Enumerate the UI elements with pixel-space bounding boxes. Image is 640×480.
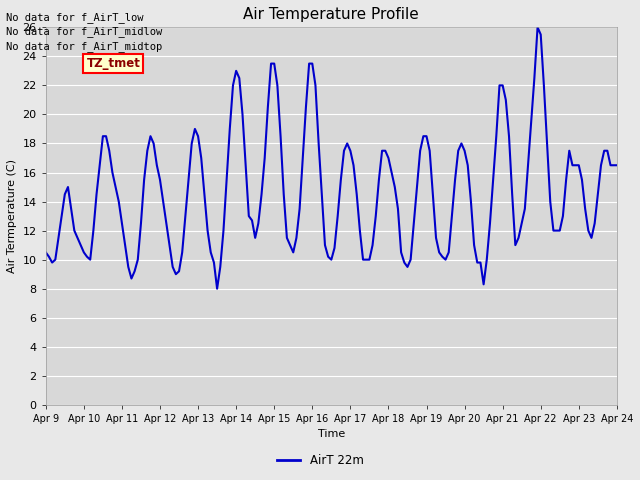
Title: Air Temperature Profile: Air Temperature Profile — [243, 7, 419, 22]
Text: No data for f_AirT_midtop: No data for f_AirT_midtop — [6, 41, 163, 52]
Y-axis label: Air Termperature (C): Air Termperature (C) — [7, 159, 17, 273]
Legend: AirT 22m: AirT 22m — [272, 449, 368, 472]
Text: TZ_tmet: TZ_tmet — [86, 57, 140, 70]
Text: No data for f_AirT_low: No data for f_AirT_low — [6, 12, 144, 23]
X-axis label: Time: Time — [317, 430, 345, 440]
Text: No data for f_AirT_midlow: No data for f_AirT_midlow — [6, 26, 163, 37]
